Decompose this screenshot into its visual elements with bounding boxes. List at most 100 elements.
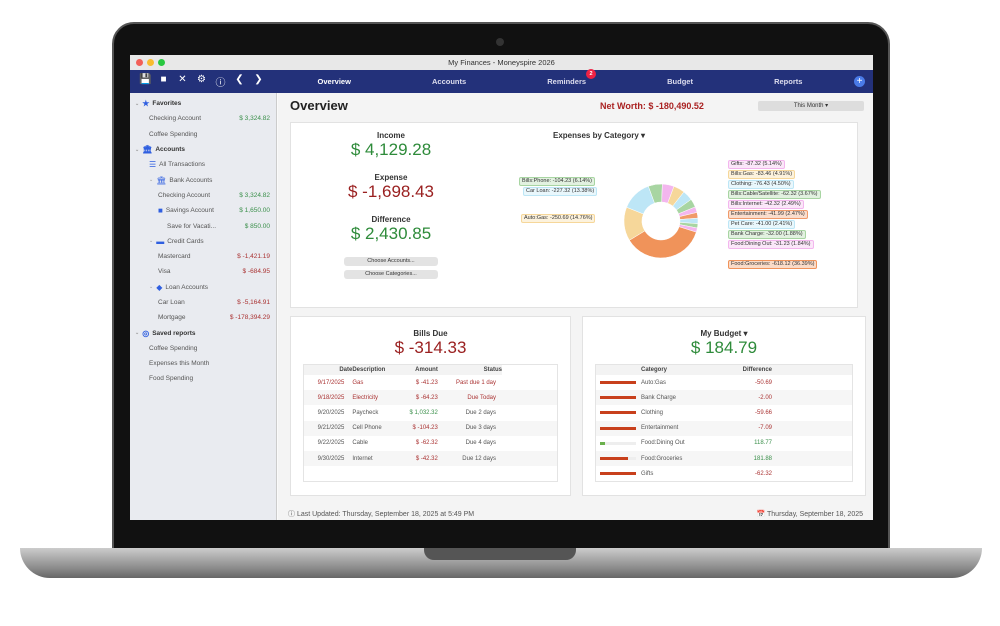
sidebar-item[interactable]: Expenses this Month [130,356,276,371]
column-header[interactable]: Category [641,365,720,375]
list-icon: ☰ [149,160,157,170]
sidebar-item[interactable]: Checking Account $ 3,324.82 [130,111,276,126]
table-row[interactable]: Auto:Gas -50.69 [596,375,852,390]
sidebar-item[interactable]: Mortgage $ -178,394.29 [130,310,276,325]
table-row[interactable]: Clothing -59.66 [596,405,852,420]
sidebar-item[interactable]: Coffee Spending [130,341,276,356]
bill-date: 9/17/2025 [317,379,345,386]
add-button[interactable]: + [854,76,865,87]
sidebar-item[interactable]: ⌄ ★ Favorites [130,96,276,111]
choose-categories-button[interactable]: Choose Categories... [344,270,438,279]
tab-accounts[interactable]: Accounts [432,77,467,86]
column-header[interactable]: Date [304,365,353,375]
column-header[interactable]: Description [352,365,399,375]
bill-status: Due 4 days [465,440,496,447]
budget-table: Category Difference Auto:Gas -50.69 Bank … [596,365,852,481]
table-row[interactable]: Bank Charge -2.00 [596,390,852,406]
table-row[interactable]: 9/20/2025 Paycheck $ 1,032.32 Due 2 days [304,405,557,420]
back-icon[interactable]: ❮ [235,74,244,85]
sidebar-item[interactable]: ⌄ ◆ Loan Accounts [130,280,276,295]
sidebar-item[interactable]: Visa $ -684.95 [130,264,276,279]
zoom-button[interactable] [158,59,165,66]
sidebar-item[interactable]: Mastercard $ -1,421.19 [130,249,276,264]
table-row[interactable]: 9/22/2025 Cable $ -62.32 Due 4 days [304,436,557,451]
sidebar-item[interactable]: Food Spending [130,371,276,386]
budget-difference: 118.77 [754,440,772,447]
donut-slice-label: Entertainment: -41.99 (2.47%) [728,210,808,219]
sidebar-item[interactable]: ■ Savings Account $ 1,650.00 [130,203,276,218]
sidebar-item-amount: $ -5,164.91 [237,299,270,306]
budget-difference: -59.66 [754,409,772,416]
bill-description: Paycheck [352,409,379,416]
gear-icon[interactable]: ⚙ [197,74,206,85]
minimize-button[interactable] [147,59,154,66]
disclosure-icon[interactable]: ⌄ [149,177,154,184]
column-header[interactable]: Difference [719,365,772,375]
disclosure-icon[interactable]: ⌄ [149,238,154,245]
bill-status: Due 12 days [437,450,502,467]
loan-icon: ◆ [156,282,163,292]
disclosure-icon[interactable]: ⌄ [135,100,140,107]
budget-category: Gifts [641,470,654,477]
table-row[interactable]: Gifts -62.32 [596,466,852,481]
bill-description: Cable [352,440,369,447]
column-header[interactable] [596,365,641,375]
budget-title[interactable]: My Budget ▾ [700,329,748,338]
bill-status: Past due 1 day [455,379,496,386]
difference-value: $ 2,430.85 [350,224,432,243]
reminders-badge: 2 [586,69,597,79]
bank-icon: 🏛 [156,175,167,185]
table-row[interactable]: Food:Dining Out 118.77 [596,436,852,451]
bill-description: Internet [352,450,399,467]
sidebar-item-label: Save for Vacati... [167,222,217,230]
sidebar-item[interactable]: ⌄ ◎ Saved reports [130,325,276,340]
sidebar-item[interactable]: ⌄ 🏛 Accounts [130,142,276,157]
sidebar-item[interactable]: Checking Account $ 3,324.82 [130,188,276,203]
disclosure-icon[interactable]: ⌄ [149,284,154,291]
donut-slice-label: Bank Charge: -32.00 (1.88%) [728,230,806,239]
sidebar-item[interactable]: ⌄ ▬ Credit Cards [130,234,276,249]
star-icon: ★ [142,99,150,109]
sidebar-item[interactable]: Save for Vacati... $ 850.00 [130,218,276,233]
donut-slice-label: Car Loan: -227.32 (13.38%) [523,187,598,196]
help-icon[interactable]: ⓘ [215,78,226,89]
column-header[interactable]: Amount [398,365,438,375]
choose-accounts-button[interactable]: Choose Accounts... [344,257,438,266]
table-row[interactable]: 9/30/2025 Internet $ -42.32 Due 12 days [304,450,557,467]
donut-slice-label: Food:Dining Out: -31.23 (1.84%) [728,240,814,249]
bills-due-card: Bills Due $ -314.33 Date Description Amoun… [290,316,571,496]
sidebar-item[interactable]: ⌄ 🏛 Bank Accounts [130,172,276,187]
column-header[interactable]: Status [437,365,502,375]
donut-slice[interactable] [629,226,697,259]
budget-difference: -2.00 [719,390,772,406]
tab-reminders[interactable]: Reminders 2 [547,69,597,86]
sidebar-item-amount: $ 3,324.82 [239,191,270,199]
disclosure-icon[interactable]: ⌄ [135,330,140,337]
disclosure-icon[interactable]: ⌄ [135,146,140,153]
tools-icon[interactable]: ✕ [178,74,187,85]
tab-overview[interactable]: Overview [317,77,351,86]
budget-category: Bank Charge [641,390,720,406]
table-row[interactable]: 9/17/2025 Gas $ -41.23 Past due 1 day [304,375,557,390]
table-row[interactable]: Food:Groceries 181.88 [596,450,852,467]
forward-icon[interactable]: ❯ [254,74,263,85]
sidebar-item[interactable]: ☰ All Transactions [130,157,276,172]
table-row[interactable]: 9/18/2025 Electricity $ -64.23 Due Today [304,390,557,406]
expenses-title[interactable]: Expenses by Category ▾ [553,131,646,140]
bill-date: 9/18/2025 [304,390,353,406]
sidebar-item[interactable]: Car Loan $ -5,164.91 [130,295,276,310]
tab-budget[interactable]: Budget [667,77,693,86]
tab-reports[interactable]: Reports [774,77,803,86]
donut-slice-label: Bills:Phone: -104.23 (6.14%) [519,177,596,186]
period-select[interactable]: This Month ▾ [758,101,864,111]
bill-amount: $ -42.32 [398,450,438,467]
folder-icon[interactable]: ■ [160,74,167,85]
sidebar-item[interactable]: Coffee Spending [130,127,276,142]
table-row[interactable]: 9/21/2025 Cell Phone $ -104.23 Due 3 day… [304,420,557,436]
save-icon[interactable]: 💾 [139,74,152,85]
close-button[interactable] [136,59,143,66]
donut-slice[interactable] [626,185,655,215]
expense-value: $ -1,698.43 [347,182,434,201]
table-row[interactable]: Entertainment -7.09 [596,420,852,436]
sidebar-item-label: Savings Account [165,207,214,215]
